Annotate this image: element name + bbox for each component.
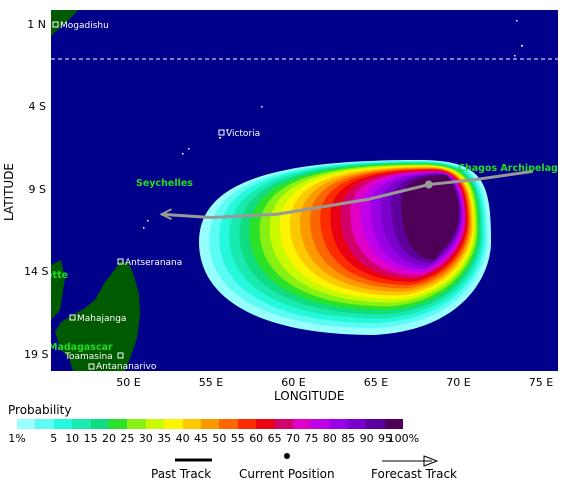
probability-tick-label: 80	[322, 432, 337, 445]
city-label-toamasina: Toamasina	[64, 352, 113, 362]
map-canvas: Mogadishu Victoria Antseranana Mahajanga…	[51, 10, 558, 371]
probability-tick-label: 5	[50, 432, 58, 445]
probability-color-swatch	[200, 419, 220, 429]
probability-tick-label: 75	[304, 432, 319, 445]
probability-color-swatch	[108, 419, 128, 429]
probability-color-swatch	[329, 419, 349, 429]
longitude-tick-label: 70 E	[446, 376, 471, 389]
probability-color-swatch	[384, 419, 404, 429]
probability-tick-label: 60	[249, 432, 264, 445]
probability-color-bar	[17, 419, 404, 429]
forecast-track-label: Forecast Track	[371, 467, 457, 481]
probability-color-swatch	[127, 419, 146, 429]
probability-tick-label: 15	[83, 432, 98, 445]
current-position-label: Current Position	[239, 467, 335, 481]
past-track-label: Past Track	[151, 467, 212, 481]
probability-color-swatch	[311, 419, 330, 429]
probability-tick-label: 50	[212, 432, 227, 445]
probability-tick-label: 10	[65, 432, 80, 445]
probability-tick-label: 1%	[8, 432, 26, 445]
probability-tick-label: 100%	[387, 432, 420, 445]
map-area: Mogadishu Victoria Antseranana Mahajanga…	[51, 10, 558, 371]
probability-color-swatch	[219, 419, 238, 429]
probability-color-swatch	[292, 419, 312, 429]
probability-color-swatch	[35, 419, 54, 429]
probability-color-swatch	[72, 419, 91, 429]
latitude-tick-label: 19 S	[24, 347, 49, 361]
africa-coast	[51, 260, 65, 320]
probability-color-swatch	[164, 419, 183, 429]
city-label-victoria: Victoria	[226, 129, 260, 139]
probability-color-swatch	[256, 419, 275, 429]
longitude-tick-label: 50 E	[116, 376, 141, 389]
probability-color-swatch	[366, 419, 385, 429]
probability-color-swatch	[145, 419, 165, 429]
forecast-track-arrow-symbol	[423, 455, 439, 467]
city-markers	[52, 21, 225, 370]
city-label-antseranana: Antseranana	[125, 258, 182, 268]
probability-color-swatch	[90, 419, 109, 429]
islands	[143, 20, 523, 229]
longitude-tick-label: 75 E	[528, 376, 554, 389]
probability-color-swatch	[237, 419, 257, 429]
latitude-tick-label: 14 S	[24, 265, 49, 278]
forecast-track-arrowhead	[159, 208, 172, 221]
probability-tick-label: 85	[341, 432, 356, 445]
current-position-marker	[424, 180, 433, 189]
probability-color-swatch	[348, 419, 367, 429]
probability-tick-label: 35	[157, 432, 172, 445]
latitude-axis-title: LATITUDE	[2, 162, 16, 222]
swath-contour-100	[401, 175, 459, 260]
probability-tick-label: 90	[359, 432, 374, 445]
latitude-tick-label: 4 S	[28, 100, 46, 113]
probability-color-swatch	[182, 419, 201, 429]
forecast-track-line	[161, 169, 533, 220]
probability-tick-label: 65	[267, 432, 282, 445]
probability-tick-label: 55	[230, 432, 245, 445]
city-label-antananarivo: Antananarivo	[96, 362, 157, 371]
longitude-tick-label: 60 E	[281, 376, 306, 389]
probability-tick-label: 40	[175, 432, 190, 445]
somalia-coast	[51, 10, 78, 36]
longitude-axis-title: LONGITUDE	[274, 389, 345, 403]
probability-tick-label: 20	[102, 432, 116, 445]
latitude-tick-label: 1 N	[27, 17, 46, 31]
longitude-tick-label: 65 E	[363, 376, 389, 389]
city-label-mogadishu: Mogadishu	[60, 21, 109, 31]
probability-color-swatch	[53, 419, 73, 429]
probability-tick-label: 95	[378, 432, 392, 445]
city-label-mahajanga: Mahajanga	[77, 314, 126, 324]
probability-color-swatch	[274, 419, 293, 429]
probability-tick-label: 70	[286, 432, 300, 445]
probability-legend-title: Probability	[8, 403, 72, 417]
probability-color-swatch	[17, 419, 36, 429]
probability-tick-label: 25	[120, 432, 135, 445]
current-position-symbol	[284, 453, 290, 459]
region-label-chagos: Chagos Archipelago	[458, 163, 558, 174]
longitude-tick-label: 55 E	[198, 376, 224, 389]
region-label-madagascar: Madagascar	[51, 342, 113, 353]
track-legend-symbols	[175, 453, 439, 467]
madagascar-landmass	[55, 260, 140, 371]
region-label-seychelles: Seychelles	[136, 178, 193, 189]
probability-tick-label: 30	[138, 432, 153, 445]
probability-swath	[199, 160, 491, 335]
probability-tick-label: 45	[194, 432, 208, 445]
latitude-tick-label: 9 S	[28, 182, 46, 196]
